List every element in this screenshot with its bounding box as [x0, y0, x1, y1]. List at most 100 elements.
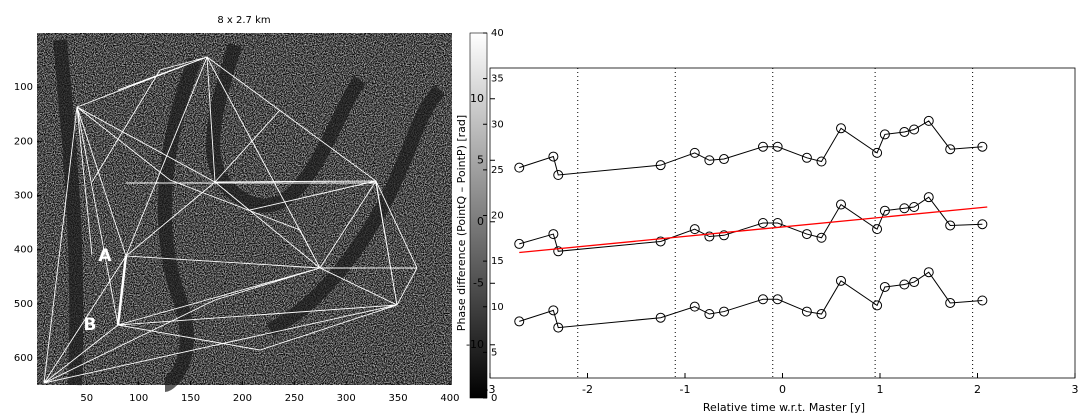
x-tick-label: 250	[285, 393, 304, 404]
data-point	[977, 295, 988, 306]
data-point	[719, 306, 729, 317]
x-tick-label: 350	[389, 393, 408, 404]
data-point	[548, 229, 559, 240]
y-tick-label: -10	[466, 338, 484, 351]
data-point	[772, 141, 783, 152]
data-point	[879, 281, 890, 292]
data-point	[945, 297, 956, 308]
data-point	[836, 199, 846, 210]
data-point	[801, 306, 812, 317]
data-point	[704, 309, 715, 320]
y-tick-label: 5	[477, 153, 484, 166]
data-point	[655, 312, 666, 323]
x-tick-label: 150	[181, 393, 200, 404]
data-point	[872, 300, 883, 311]
data-point	[977, 219, 988, 230]
data-point	[553, 170, 564, 181]
data-point	[553, 246, 564, 257]
data-point	[816, 156, 827, 167]
data-point	[514, 162, 525, 173]
data-point	[836, 275, 846, 286]
data-point	[801, 229, 812, 240]
y-tick-label: 0	[477, 215, 484, 228]
trend-line	[519, 206, 988, 254]
series-line	[519, 196, 983, 252]
x-tick-label: -3	[485, 383, 496, 396]
y-tick-label: 200	[14, 136, 33, 147]
data-point	[655, 160, 666, 171]
colorbar-tick-label: 5	[491, 347, 497, 358]
colorbar-tick-label: 25	[491, 165, 504, 176]
x-tick-label: 200	[233, 393, 252, 404]
y-tick-label: 600	[14, 353, 33, 364]
data-point	[899, 126, 910, 137]
x-tick-label: 400	[440, 393, 459, 404]
data-point	[909, 202, 920, 213]
colorbar-tick-label: 30	[491, 119, 504, 130]
data-point	[689, 147, 700, 158]
data-point	[548, 305, 559, 316]
data-point	[923, 267, 934, 278]
colorbar-tick-label: 40	[491, 28, 504, 39]
colorbar-tick-label: 15	[491, 256, 504, 267]
x-tick-label: 1	[877, 383, 884, 396]
x-tick-label: 2	[974, 383, 981, 396]
data-point	[719, 230, 729, 241]
y-tick-label: 10	[470, 92, 484, 105]
data-point	[945, 144, 956, 155]
data-point	[899, 203, 910, 214]
data-point	[836, 123, 846, 134]
colorbar-tick-label: 10	[491, 302, 504, 313]
data-point	[923, 192, 934, 203]
series-line	[519, 120, 983, 176]
sar-image	[37, 33, 452, 392]
y-tick-label: 500	[14, 299, 33, 310]
data-point	[553, 322, 564, 333]
y-tick-label: 400	[14, 245, 33, 256]
plot-frame	[489, 67, 1076, 379]
colorbar-tick-label: 0	[491, 393, 497, 404]
data-point	[872, 224, 883, 235]
data-point	[514, 238, 525, 249]
data-point	[899, 279, 910, 290]
colorbar-tick-label: 20	[491, 211, 504, 222]
y-tick-label: 300	[14, 190, 33, 201]
x-tick-label: -1	[680, 383, 691, 396]
x-tick-label: 3	[1072, 383, 1079, 396]
data-point	[816, 232, 827, 243]
data-point	[879, 129, 890, 140]
y-tick-label: 100	[14, 82, 33, 93]
series-line	[519, 271, 983, 329]
data-point	[816, 309, 827, 320]
x-axis-label: Relative time w.r.t. Master [y]	[703, 401, 865, 414]
data-point	[923, 115, 934, 126]
data-point	[945, 220, 956, 231]
x-tick-label: 300	[337, 393, 356, 404]
data-point	[758, 294, 768, 305]
data-point	[909, 277, 920, 288]
x-tick-label: -2	[582, 383, 593, 396]
data-point	[909, 124, 920, 135]
data-point	[772, 294, 783, 305]
data-point	[704, 155, 715, 166]
data-point	[704, 231, 715, 242]
data-point	[801, 152, 812, 163]
data-point	[872, 147, 883, 158]
x-tick-label: 100	[129, 393, 148, 404]
x-tick-label: 0	[779, 383, 786, 396]
data-point	[879, 205, 890, 216]
data-point	[689, 301, 700, 312]
data-point	[655, 236, 666, 247]
data-point	[977, 141, 988, 152]
data-point	[758, 141, 768, 152]
image-title: 8 x 2.7 km	[217, 15, 270, 26]
y-tick-label: -5	[473, 276, 484, 289]
data-point	[689, 224, 700, 235]
data-point	[758, 218, 768, 228]
y-axis-label: Phase difference (PointQ – PointP) [rad]	[455, 115, 468, 331]
x-tick-label: 50	[80, 393, 93, 404]
data-point	[719, 154, 729, 165]
point-label: B	[84, 315, 97, 335]
